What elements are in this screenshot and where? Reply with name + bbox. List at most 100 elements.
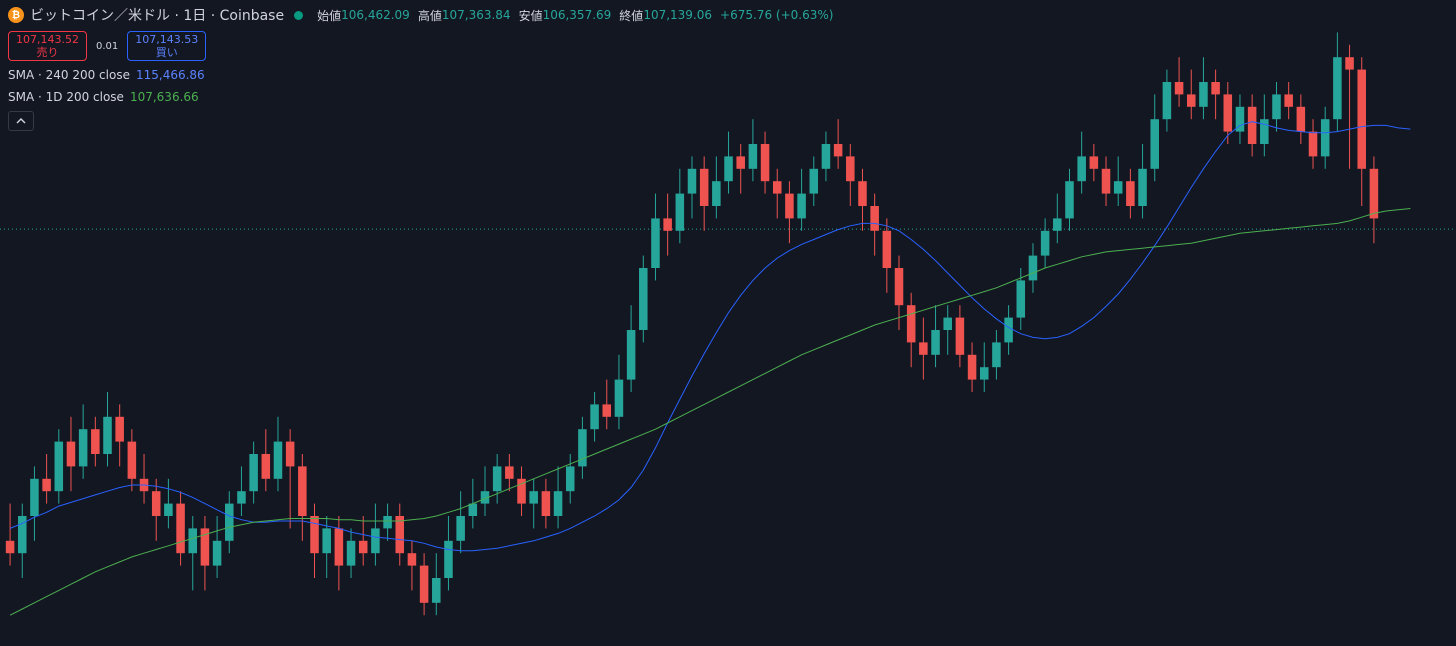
candle-body: [1357, 69, 1366, 169]
indicator-name: SMA · 1D 200 close: [8, 89, 124, 104]
candle-body: [748, 144, 758, 169]
candle-body: [1174, 82, 1184, 95]
collapse-legend-button[interactable]: [8, 111, 34, 131]
candle-body: [699, 168, 709, 206]
candle-body: [1369, 168, 1379, 219]
candle-body: [967, 354, 977, 380]
candle-body: [712, 181, 721, 206]
indicator-sma-240[interactable]: SMA · 240 200 close 115,466.86: [8, 66, 837, 83]
change-value: +675.76 (+0.63%): [720, 8, 834, 22]
candle-body: [919, 342, 928, 355]
sell-button[interactable]: 107,143.52 売り: [8, 31, 87, 61]
sma-240-line: [9, 121, 1411, 552]
candle-body: [553, 491, 563, 516]
candle-body: [18, 516, 27, 554]
buy-price: 107,143.53: [135, 33, 199, 46]
candle-body: [979, 367, 989, 380]
candle-body: [626, 330, 636, 380]
candle-body: [541, 491, 551, 516]
candle-body: [492, 466, 502, 492]
candle-body: [517, 478, 526, 504]
candle-body: [298, 466, 307, 516]
candle-body: [1138, 168, 1147, 206]
candle-body: [176, 503, 185, 554]
candle-body: [736, 156, 745, 169]
candle-body: [371, 528, 380, 554]
indicator-name: SMA · 240 200 close: [8, 67, 130, 82]
candle-body: [334, 528, 344, 566]
sell-price: 107,143.52: [16, 33, 79, 46]
candle-body: [1260, 119, 1269, 144]
candle-body: [249, 454, 258, 492]
candle-body: [797, 193, 806, 219]
high-label: 高値: [417, 8, 442, 23]
candle-body: [724, 156, 733, 182]
candle-body: [1320, 119, 1330, 157]
candle-body: [151, 491, 161, 516]
candle-body: [115, 416, 124, 442]
candle-body: [663, 218, 672, 231]
candle-body: [1235, 106, 1245, 132]
candle-body: [651, 218, 660, 268]
indicator-value: 107,636.66: [129, 89, 199, 104]
buy-label: 買い: [155, 46, 178, 59]
candle-body: [456, 516, 465, 541]
candle-body: [846, 156, 855, 182]
close-label: 終値: [619, 8, 644, 23]
candle-body: [870, 206, 879, 231]
open-label: 始値: [317, 8, 342, 23]
candle-body: [821, 144, 831, 169]
candle-body: [931, 330, 940, 355]
candle-body: [1308, 131, 1318, 157]
candle-body: [1028, 255, 1038, 281]
candle-body: [1150, 119, 1159, 169]
candle-body: [1162, 82, 1172, 120]
candle-body: [590, 404, 599, 430]
candle-body: [1296, 106, 1306, 132]
candle-body: [383, 516, 392, 529]
close-value: 107,139.06: [643, 8, 713, 22]
candle-body: [1186, 94, 1196, 107]
indicator-value: 115,466.86: [135, 67, 205, 82]
candle-body: [188, 528, 198, 554]
trade-row: 107,143.52 売り 0.01 107,143.53 買い: [8, 31, 837, 61]
candle-body: [809, 168, 819, 194]
candle-body: [444, 540, 453, 578]
candle-body: [1126, 181, 1135, 206]
candle-body: [602, 404, 612, 417]
candle-body: [1004, 317, 1013, 343]
candle-body: [1272, 94, 1281, 120]
candle-body: [675, 193, 685, 231]
bitcoin-icon: ₿: [8, 7, 24, 23]
candle-body: [505, 466, 514, 479]
candle-body: [1077, 156, 1086, 182]
candle-body: [432, 578, 441, 603]
candle-body: [1089, 156, 1099, 169]
candle-body: [1247, 106, 1257, 144]
candle-body: [212, 540, 222, 566]
candle-body: [103, 416, 112, 454]
candle-body: [5, 540, 15, 554]
candle-body: [358, 540, 368, 554]
candle-body: [468, 503, 478, 516]
candle-body: [310, 516, 319, 554]
candle-body: [1101, 168, 1111, 194]
candle-body: [894, 268, 904, 306]
indicator-sma-1d[interactable]: SMA · 1D 200 close 107,636.66: [8, 88, 837, 105]
chevron-up-icon: [16, 118, 26, 124]
symbol-title[interactable]: ビットコイン／米ドル · 1日 · Coinbase: [30, 8, 285, 24]
candle-body: [273, 441, 283, 479]
candle-body: [322, 528, 331, 554]
candle-body: [237, 491, 246, 504]
candle-body: [1333, 57, 1342, 120]
candle-body: [419, 565, 429, 603]
candle-body: [261, 454, 271, 479]
candle-body: [1211, 82, 1220, 95]
candle-body: [992, 342, 1001, 368]
sell-label: 売り: [36, 46, 59, 59]
candle-body: [164, 503, 173, 516]
buy-button[interactable]: 107,143.53 買い: [127, 31, 207, 61]
candle-body: [772, 181, 782, 194]
candle-body: [66, 441, 76, 467]
